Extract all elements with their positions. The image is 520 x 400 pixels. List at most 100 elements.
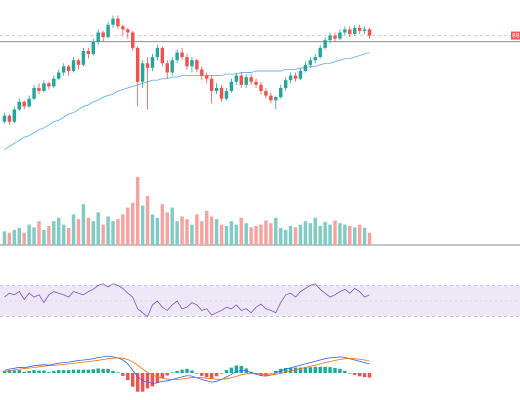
volume-bar xyxy=(244,223,248,245)
macd-histogram-bar xyxy=(140,373,145,392)
volume-bar xyxy=(303,221,308,245)
volume-bar xyxy=(116,219,120,245)
macd-histogram-bar xyxy=(180,369,184,373)
candle xyxy=(367,27,372,39)
macd-histogram-bar xyxy=(66,370,71,373)
volume-bar xyxy=(76,219,81,245)
volume-bar xyxy=(219,224,224,245)
macd-histogram-bar xyxy=(333,368,337,373)
candle xyxy=(185,54,189,70)
macd-histogram-bar xyxy=(121,373,125,376)
volume-bar xyxy=(249,227,253,245)
macd-histogram-bar xyxy=(150,373,155,387)
last-price-label: 88 xyxy=(512,33,520,40)
candle xyxy=(135,46,140,107)
volume-bar xyxy=(214,219,219,245)
macd-histogram-bar xyxy=(165,373,169,376)
macd-histogram-bar xyxy=(269,373,273,374)
volume-bar xyxy=(338,223,342,245)
volume-bar xyxy=(288,225,293,245)
macd-histogram-bar xyxy=(239,365,243,373)
candle xyxy=(61,63,66,76)
volume-bar xyxy=(165,212,169,245)
candle xyxy=(205,72,209,84)
macd-histogram-bar xyxy=(234,365,239,373)
volume-bar xyxy=(328,224,332,245)
candle xyxy=(293,72,298,82)
volume-bar xyxy=(348,225,352,245)
macd-histogram-bar xyxy=(214,373,219,377)
candle xyxy=(338,29,342,41)
volume-bar xyxy=(313,217,317,245)
volume-bar xyxy=(205,211,209,245)
rsi-panel xyxy=(0,283,520,318)
candle xyxy=(17,98,21,112)
macd-histogram-bar xyxy=(101,368,105,373)
last-price-tag: 88 xyxy=(511,31,520,40)
candle xyxy=(244,74,248,88)
volume-bar xyxy=(357,224,362,245)
macd-histogram-bar xyxy=(318,366,322,373)
rsi-line xyxy=(4,283,370,318)
macd-histogram-bar xyxy=(353,373,357,376)
candle xyxy=(7,114,12,125)
volume-bar xyxy=(224,225,229,245)
volume-bar xyxy=(106,216,110,245)
volume-bar xyxy=(190,224,194,245)
candle xyxy=(32,84,36,101)
volume-bar xyxy=(61,224,66,245)
volume-bar xyxy=(111,221,115,245)
candle xyxy=(116,15,120,30)
macd-histogram-bar xyxy=(27,370,31,373)
volume-bar xyxy=(283,230,288,245)
macd-histogram-bar xyxy=(357,373,362,377)
volume-bar xyxy=(308,223,313,245)
candle xyxy=(91,38,95,56)
volume-bar xyxy=(145,196,150,245)
volume-bar xyxy=(150,214,155,245)
candle xyxy=(274,95,278,110)
volume-bar xyxy=(37,221,41,245)
candle xyxy=(175,49,179,64)
candle xyxy=(121,24,125,36)
macd-histogram-bar xyxy=(17,370,21,373)
volume-bar xyxy=(7,232,12,245)
candle xyxy=(353,24,357,36)
macd-histogram-bar xyxy=(42,370,46,373)
macd-histogram-bar xyxy=(328,367,332,373)
volume-bar xyxy=(185,219,189,245)
moving-average-line xyxy=(4,52,370,150)
candle xyxy=(219,84,224,102)
volume-bar xyxy=(274,217,278,245)
macd-histogram-bar xyxy=(362,373,367,378)
macd-histogram-bar xyxy=(116,372,120,373)
volume-bar xyxy=(293,227,298,245)
volume-bar xyxy=(121,214,125,245)
volume-bar xyxy=(318,225,322,245)
candle xyxy=(81,47,86,67)
macd-histogram-bar xyxy=(303,367,308,373)
macd-histogram-bar xyxy=(367,373,372,378)
volume-bar xyxy=(86,217,91,245)
macd-histogram-bar xyxy=(61,370,66,373)
candle xyxy=(101,30,105,42)
candle xyxy=(12,106,17,124)
volume-bar xyxy=(353,227,357,245)
volume-bar xyxy=(135,177,140,245)
candle xyxy=(224,87,229,101)
candle xyxy=(269,92,273,104)
macd-histogram-bar xyxy=(47,372,51,373)
macd-histogram-bar xyxy=(185,368,189,373)
candle xyxy=(239,72,243,88)
volume-bar xyxy=(343,224,347,245)
candle xyxy=(2,112,7,124)
volume-bar xyxy=(229,221,234,245)
volume-bar xyxy=(57,217,61,245)
macd-histogram-bar xyxy=(32,370,36,373)
macd-histogram-bar xyxy=(209,373,214,379)
volume-bar xyxy=(66,228,71,245)
macd-histogram-bar xyxy=(52,370,56,373)
macd-histogram-bar xyxy=(145,373,150,389)
volume-bar xyxy=(131,202,135,245)
